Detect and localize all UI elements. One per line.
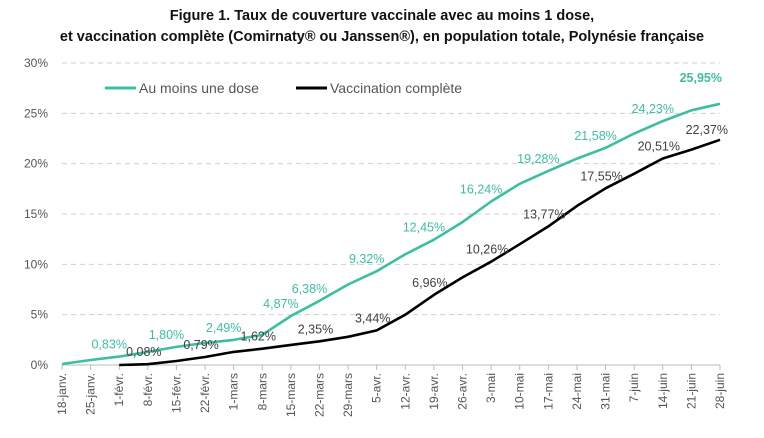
data-label: 13,77% (523, 207, 565, 221)
data-label: 21,58% (574, 129, 616, 143)
data-label: 10,26% (466, 243, 508, 257)
data-label: 6,96% (412, 276, 447, 290)
x-tick-label: 22-mars (312, 373, 326, 417)
x-tick-label: 8-mars (255, 373, 269, 410)
series-line-0 (61, 102, 721, 366)
data-label: 22,37% (686, 123, 728, 137)
x-tick-label: 10-mai (513, 373, 527, 410)
legend-label-complete: Vaccination complète (330, 80, 462, 96)
x-tick-label: 12-avr. (398, 373, 412, 410)
x-tick-label: 24-mai (570, 373, 584, 410)
x-tick-label: 26-avr. (456, 373, 470, 410)
x-tick-label: 22-févr. (198, 373, 212, 413)
x-tick-label: 1-mars (227, 373, 241, 410)
x-tick-label: 3-mai (484, 373, 498, 403)
x-tick-label: 31-mai (599, 373, 613, 410)
x-tick-label: 28-juin (713, 373, 727, 409)
data-label: 12,45% (403, 221, 445, 235)
y-tick-label: 0% (31, 358, 49, 372)
x-tick-label: 29-mars (341, 373, 355, 417)
data-label: 1,62% (241, 330, 276, 344)
data-label: 24,23% (632, 102, 674, 116)
x-tick-label: 5-avr. (370, 373, 384, 403)
data-label: 0,08% (126, 345, 161, 359)
data-label: 25,95% (680, 71, 722, 85)
legend-label-dose: Au moins une dose (139, 80, 259, 96)
y-tick-label: 25% (24, 106, 48, 120)
data-label: 0,79% (183, 338, 218, 352)
data-label: 9,32% (349, 252, 384, 266)
x-tick-label: 21-juin (684, 373, 698, 409)
x-tick-label: 18-janv. (55, 373, 69, 415)
series-line-1 (119, 138, 721, 367)
data-label: 1,80% (149, 328, 184, 342)
data-label: 20,51% (638, 140, 680, 154)
y-tick-label: 10% (24, 257, 48, 271)
data-label: 2,35% (298, 322, 333, 336)
y-tick-label: 15% (24, 207, 48, 221)
x-tick-label: 7-juin (627, 373, 641, 402)
data-label: 4,87% (263, 297, 298, 311)
x-tick-label: 1-févr. (112, 373, 126, 406)
data-label: 2,49% (206, 321, 241, 335)
x-tick-label: 15-févr. (169, 373, 183, 413)
x-tick-label: 19-avr. (427, 373, 441, 410)
y-tick-label: 30% (24, 56, 48, 70)
x-tick-label: 14-juin (656, 373, 670, 409)
x-tick-label: 17-mai (541, 373, 555, 410)
x-tick-label: 8-févr. (141, 373, 155, 406)
x-tick-label: 15-mars (284, 373, 298, 417)
data-label: 17,55% (580, 169, 622, 183)
title-line-2: et vaccination complète (Comirnaty® ou J… (59, 29, 705, 45)
x-tick-label: 25-janv. (84, 373, 98, 415)
y-tick-label: 20% (24, 157, 48, 171)
data-label: 3,44% (355, 311, 390, 325)
data-label: 19,28% (517, 152, 559, 166)
title-line-1: Figure 1. Taux de couverture vaccinale a… (169, 8, 595, 24)
data-label: 0,83% (91, 338, 126, 352)
data-label: 16,24% (460, 183, 502, 197)
data-label: 6,38% (292, 282, 327, 296)
y-tick-label: 5% (31, 308, 49, 322)
chart-title: Figure 1. Taux de couverture vaccinale a… (0, 6, 764, 48)
